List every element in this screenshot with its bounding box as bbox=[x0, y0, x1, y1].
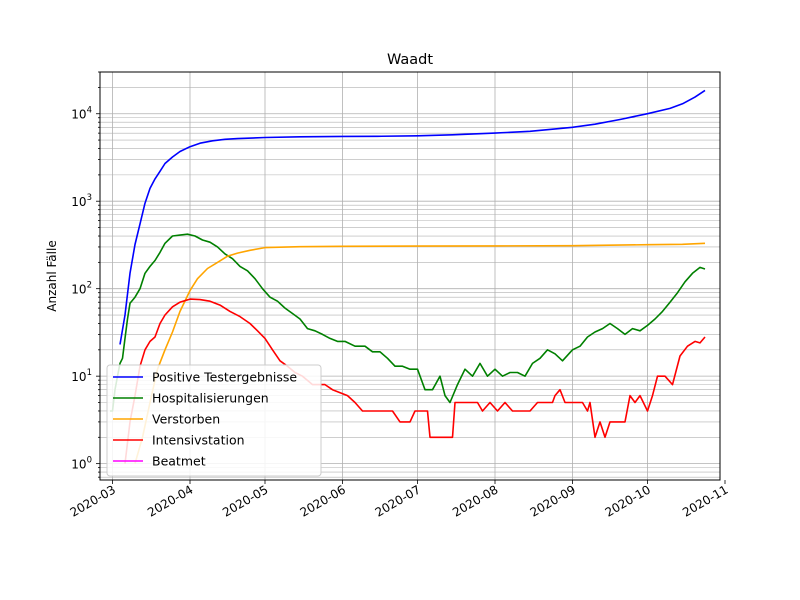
legend: Positive Testergebnisse Hospitalisierunge… bbox=[106, 364, 322, 477]
y-tick-label: 103 bbox=[71, 193, 92, 209]
series-line-0 bbox=[119, 89, 706, 345]
y-tick-label-base: 10 bbox=[71, 195, 86, 209]
series-line-3 bbox=[124, 298, 706, 464]
y-tick-label-base: 10 bbox=[71, 458, 86, 472]
legend-box bbox=[106, 364, 322, 477]
plot-frame bbox=[99, 71, 721, 481]
y-tick-label-exponent: 2 bbox=[87, 281, 92, 291]
series-lines bbox=[110, 89, 706, 464]
y-tick-label-exponent: 0 bbox=[87, 456, 92, 466]
y-tick-label-base: 10 bbox=[71, 108, 86, 122]
series-line-2 bbox=[134, 242, 706, 464]
y-tick-label-exponent: 1 bbox=[87, 368, 92, 378]
legend-label: Intensivstation bbox=[152, 433, 245, 448]
y-tick-label-base: 10 bbox=[71, 283, 86, 297]
legend-label: Beatmet bbox=[152, 454, 206, 469]
y-tick-label: 102 bbox=[71, 281, 92, 297]
y-tick-label: 100 bbox=[71, 456, 92, 472]
legend-label: Positive Testergebnisse bbox=[152, 370, 297, 385]
legend-label: Hospitalisierungen bbox=[152, 391, 269, 406]
legend-label: Verstorben bbox=[152, 412, 220, 427]
y-tick-label-base: 10 bbox=[71, 370, 86, 384]
y-tick-label-exponent: 3 bbox=[87, 193, 92, 203]
y-tick-label: 104 bbox=[71, 106, 92, 122]
y-tick-label: 101 bbox=[71, 368, 92, 384]
grid bbox=[100, 71, 720, 480]
y-tick-label-exponent: 4 bbox=[87, 106, 92, 116]
series-line-1 bbox=[110, 233, 706, 412]
y-axis-label: Anzahl Fälle bbox=[45, 240, 59, 311]
chart-title: Waadt bbox=[387, 52, 433, 68]
